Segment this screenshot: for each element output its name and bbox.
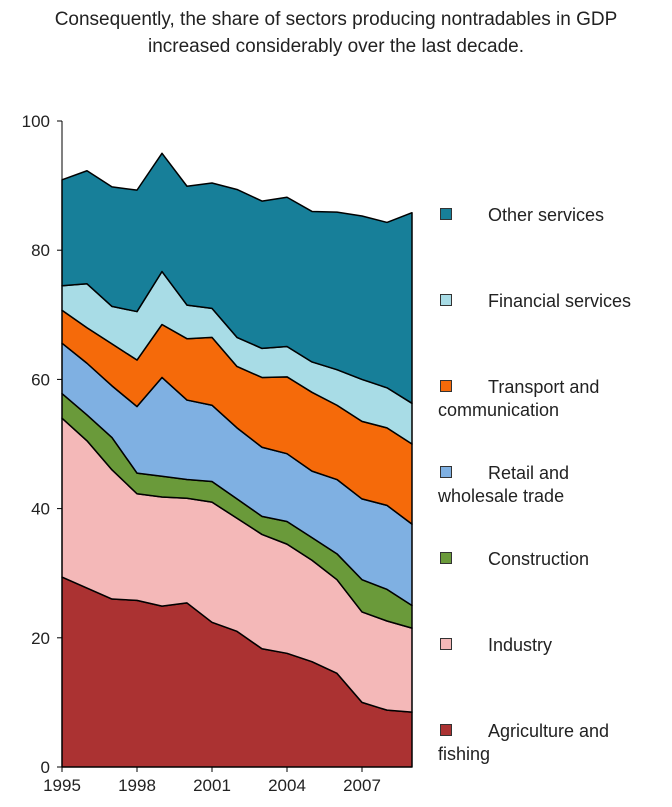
legend-swatch bbox=[440, 638, 452, 650]
y-tick-label: 60 bbox=[31, 370, 50, 389]
x-tick-label: 2007 bbox=[343, 776, 381, 795]
legend-swatch bbox=[440, 208, 452, 220]
x-tick-label: 2004 bbox=[268, 776, 306, 795]
legend-swatch bbox=[440, 380, 452, 392]
legend-item: Construction bbox=[438, 548, 666, 571]
legend-item: Agriculture and fishing bbox=[438, 720, 666, 766]
legend-label: Other services bbox=[488, 205, 605, 225]
x-tick-label: 1995 bbox=[43, 776, 81, 795]
y-tick-label: 0 bbox=[41, 758, 50, 777]
legend-item: Other services bbox=[438, 204, 666, 227]
legend-item: Retail and wholesale trade bbox=[438, 462, 628, 508]
legend-label: Financial services bbox=[488, 291, 632, 311]
legend-swatch bbox=[440, 294, 452, 306]
x-tick-label: 2001 bbox=[193, 776, 231, 795]
legend-label: Agriculture and fishing bbox=[438, 721, 610, 764]
y-tick-label: 80 bbox=[31, 241, 50, 260]
legend-swatch bbox=[440, 552, 452, 564]
legend-label: Industry bbox=[488, 635, 553, 655]
area bbox=[61, 152, 413, 405]
legend-label: Retail and wholesale trade bbox=[438, 463, 570, 506]
legend-swatch bbox=[440, 466, 452, 478]
legend-item: Transport and communication bbox=[438, 376, 666, 422]
legend-swatch bbox=[440, 724, 452, 736]
legend-label: Transport and communication bbox=[438, 377, 600, 420]
x-tick-label: 1998 bbox=[118, 776, 156, 795]
y-tick-label: 20 bbox=[31, 629, 50, 648]
legend-item: Financial services bbox=[438, 290, 666, 313]
chart-title: Consequently, the share of sectors produ… bbox=[54, 9, 618, 57]
y-tick-label: 40 bbox=[31, 500, 50, 519]
legend-label: Construction bbox=[488, 549, 590, 569]
y-tick-label: 100 bbox=[22, 112, 50, 131]
legend-item: Industry bbox=[438, 634, 666, 657]
